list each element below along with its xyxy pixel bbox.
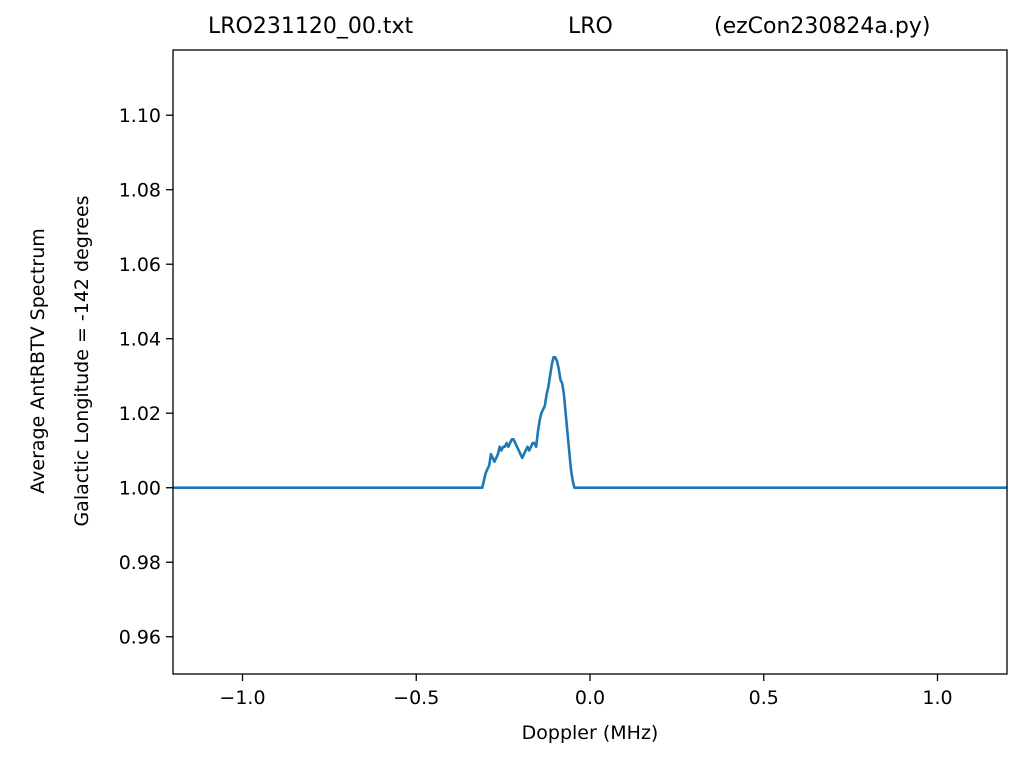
x-axis-label: Doppler (MHz) — [521, 722, 659, 744]
x-tick-label: −1.0 — [219, 687, 265, 709]
y-tick-label: 1.00 — [119, 478, 161, 500]
y-tick-label: 1.04 — [119, 329, 161, 351]
y-tick-label: 0.96 — [119, 627, 161, 649]
x-tick-label: 0.0 — [575, 687, 605, 709]
series-group — [173, 356, 1007, 490]
axes-frame — [172, 49, 1008, 675]
y-tick-label: 1.02 — [119, 403, 161, 425]
chart-title-script: (ezCon230824a.py) — [714, 14, 931, 39]
x-tick-label: 1.0 — [922, 687, 952, 709]
y-tick-label: 1.08 — [119, 180, 161, 202]
y-axis-ticks: 0.96 0.98 1.00 1.02 1.04 1.06 1.08 1.10 — [119, 105, 173, 649]
chart-title-station: LRO — [568, 14, 613, 39]
chart-title-filename: LRO231120_00.txt — [208, 14, 414, 39]
spectrum-series-line — [173, 356, 1007, 490]
y-tick-label: 1.10 — [119, 105, 161, 127]
y-tick-label: 1.06 — [119, 254, 161, 276]
y-tick-label: 0.98 — [119, 552, 161, 574]
x-tick-label: 0.5 — [749, 687, 779, 709]
x-axis-ticks: −1.0 −0.5 0.0 0.5 1.0 — [219, 674, 953, 709]
x-tick-label: −0.5 — [393, 687, 439, 709]
